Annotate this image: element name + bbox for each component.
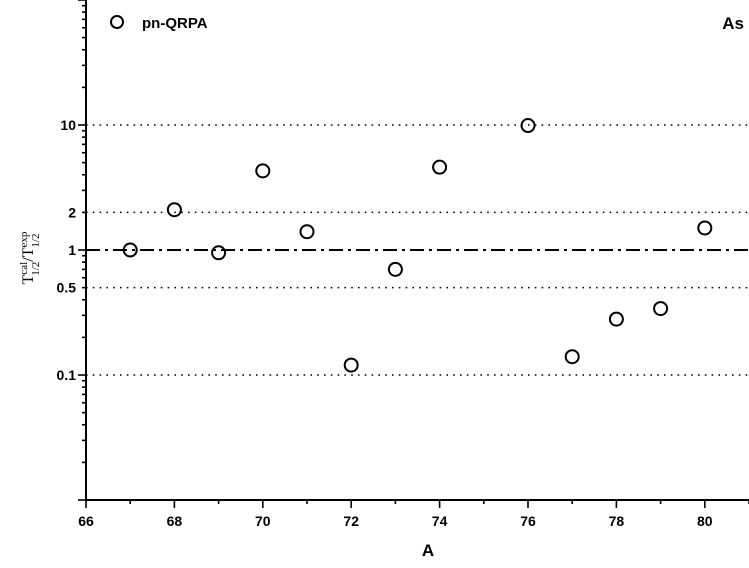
panel-label: As	[722, 14, 744, 33]
y-tick-label: 10	[60, 117, 76, 133]
y-tick-label: 2	[68, 204, 76, 220]
data-point	[520, 118, 536, 134]
x-tick-label: 70	[255, 513, 271, 529]
x-tick-label: 66	[78, 513, 94, 529]
y-tick-label: 0.1	[57, 367, 77, 383]
data-points	[122, 118, 713, 373]
x-axis-title: A	[422, 541, 434, 560]
x-tick-label: 80	[697, 513, 713, 529]
x-tick-label: 68	[167, 513, 183, 529]
data-point	[432, 159, 448, 175]
data-point	[608, 311, 624, 327]
axes: 66 68 70 72 74 76 78 80 0.1 0.5 1 2 10	[57, 0, 749, 529]
data-point	[299, 224, 315, 240]
y-tick-label: 0.5	[57, 280, 77, 296]
data-point	[387, 261, 403, 277]
data-point	[697, 220, 713, 236]
data-point	[653, 301, 669, 317]
reference-lines	[86, 124, 749, 376]
x-tick-label: 78	[609, 513, 625, 529]
data-point	[564, 349, 580, 365]
data-point	[166, 202, 182, 218]
data-point	[255, 163, 271, 179]
svg-text:Tcal1/2/Texp1/2: Tcal1/2/Texp1/2	[18, 231, 42, 284]
x-tick-label: 74	[432, 513, 448, 529]
legend: pn-QRPA	[110, 15, 208, 32]
legend-label: pn-QRPA	[142, 15, 208, 32]
x-tick-label: 76	[520, 513, 536, 529]
data-point	[122, 242, 138, 258]
legend-marker	[110, 15, 124, 29]
y-tick-label: 1	[68, 242, 76, 258]
x-tick-label: 72	[343, 513, 359, 529]
data-point	[211, 245, 227, 261]
y-axis-title: Tcal1/2/Texp1/2	[18, 231, 42, 284]
data-point	[343, 357, 359, 373]
